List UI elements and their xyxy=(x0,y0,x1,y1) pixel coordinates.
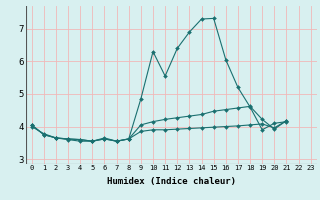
X-axis label: Humidex (Indice chaleur): Humidex (Indice chaleur) xyxy=(107,177,236,186)
